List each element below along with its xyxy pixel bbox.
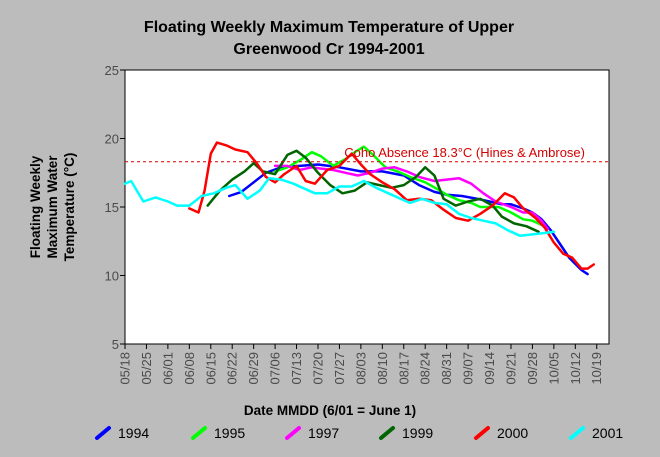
y-axis-title-line-3: Temperature (°C) xyxy=(62,153,77,262)
y-tick-label: 10 xyxy=(105,269,119,284)
x-tick-label: 10/19 xyxy=(589,352,604,385)
x-tick-label: 06/22 xyxy=(225,352,240,385)
series-line-1997 xyxy=(273,164,549,231)
legend-label: 2001 xyxy=(592,425,623,441)
y-axis-title-line-2: Maximum Water xyxy=(45,155,60,259)
y-tick-label: 25 xyxy=(105,63,119,78)
x-tick-label: 08/17 xyxy=(396,352,411,385)
x-tick-label: 05/25 xyxy=(139,352,154,385)
x-tick-label: 07/06 xyxy=(268,352,283,385)
legend-swatch xyxy=(569,426,585,440)
x-tick-label: 09/21 xyxy=(503,352,518,385)
x-axis: 05/18 05/25 06/01 06/08 06/15 06/22 06/29 07/06… xyxy=(118,344,604,385)
legend-swatch xyxy=(379,426,395,440)
legend-label: 1997 xyxy=(308,425,339,441)
legend-swatch xyxy=(474,426,490,440)
x-tick-label: 07/27 xyxy=(332,352,347,385)
x-tick-label: 09/14 xyxy=(482,352,497,385)
legend-label: 1999 xyxy=(402,425,433,441)
x-tick-label: 06/08 xyxy=(182,352,197,385)
chart-title-line-2: Greenwood Cr 1994-2001 xyxy=(233,41,424,58)
legend-item-1997: 1997 xyxy=(285,425,339,441)
legend-label: 1994 xyxy=(118,425,149,441)
legend-item-1999: 1999 xyxy=(379,425,433,441)
x-tick-label: 06/01 xyxy=(160,352,175,385)
x-tick-label: 06/15 xyxy=(203,352,218,385)
legend-label: 1995 xyxy=(214,425,245,441)
x-tick-label: 08/24 xyxy=(418,352,433,385)
x-axis-title: Date MMDD (6/01 = June 1) xyxy=(244,403,416,418)
reference-line-label: Coho Absence 18.3°C (Hines & Ambrose) xyxy=(344,145,585,160)
y-tick-label: 5 xyxy=(112,337,119,352)
x-tick-label: 08/31 xyxy=(439,352,454,385)
y-axis-title: Floating Weekly Maximum Water Temperatur… xyxy=(28,153,77,262)
x-tick-label: 09/07 xyxy=(461,352,476,385)
y-axis-title-line-1: Floating Weekly xyxy=(28,155,43,258)
x-tick-label: 07/13 xyxy=(289,352,304,385)
legend-item-1994: 1994 xyxy=(95,425,149,441)
y-axis: 5 10 15 20 25 xyxy=(105,63,125,352)
series-line-2001 xyxy=(123,176,556,238)
legend-swatch xyxy=(191,426,207,440)
x-tick-label: 07/20 xyxy=(310,352,325,385)
y-tick-label: 15 xyxy=(105,200,119,215)
series-line-2000 xyxy=(188,141,595,270)
legend-swatch xyxy=(95,426,111,440)
legend-item-1995: 1995 xyxy=(191,425,245,441)
legend-item-2000: 2000 xyxy=(474,425,528,441)
plot-area xyxy=(124,69,610,345)
x-tick-label: 10/05 xyxy=(546,352,561,385)
x-tick-label: 08/10 xyxy=(375,352,390,385)
x-tick-label: 10/12 xyxy=(568,352,583,385)
series-layer xyxy=(123,141,595,276)
chart-title-line-1: Floating Weekly Maximum Temperature of U… xyxy=(144,19,514,36)
x-tick-label: 09/28 xyxy=(525,352,540,385)
legend-item-2001: 2001 xyxy=(569,425,623,441)
x-tick-label: 06/29 xyxy=(246,352,261,385)
reference-layer: Coho Absence 18.3°C (Hines & Ambrose) xyxy=(125,145,609,163)
x-tick-label: 05/18 xyxy=(118,352,133,385)
x-tick-label: 08/03 xyxy=(353,352,368,385)
legend: 1994 1995 1997 1999 2000 2001 xyxy=(95,425,623,441)
series-line-1995 xyxy=(273,145,546,228)
y-tick-label: 20 xyxy=(105,132,119,147)
legend-swatch xyxy=(285,426,301,440)
legend-label: 2000 xyxy=(497,425,528,441)
